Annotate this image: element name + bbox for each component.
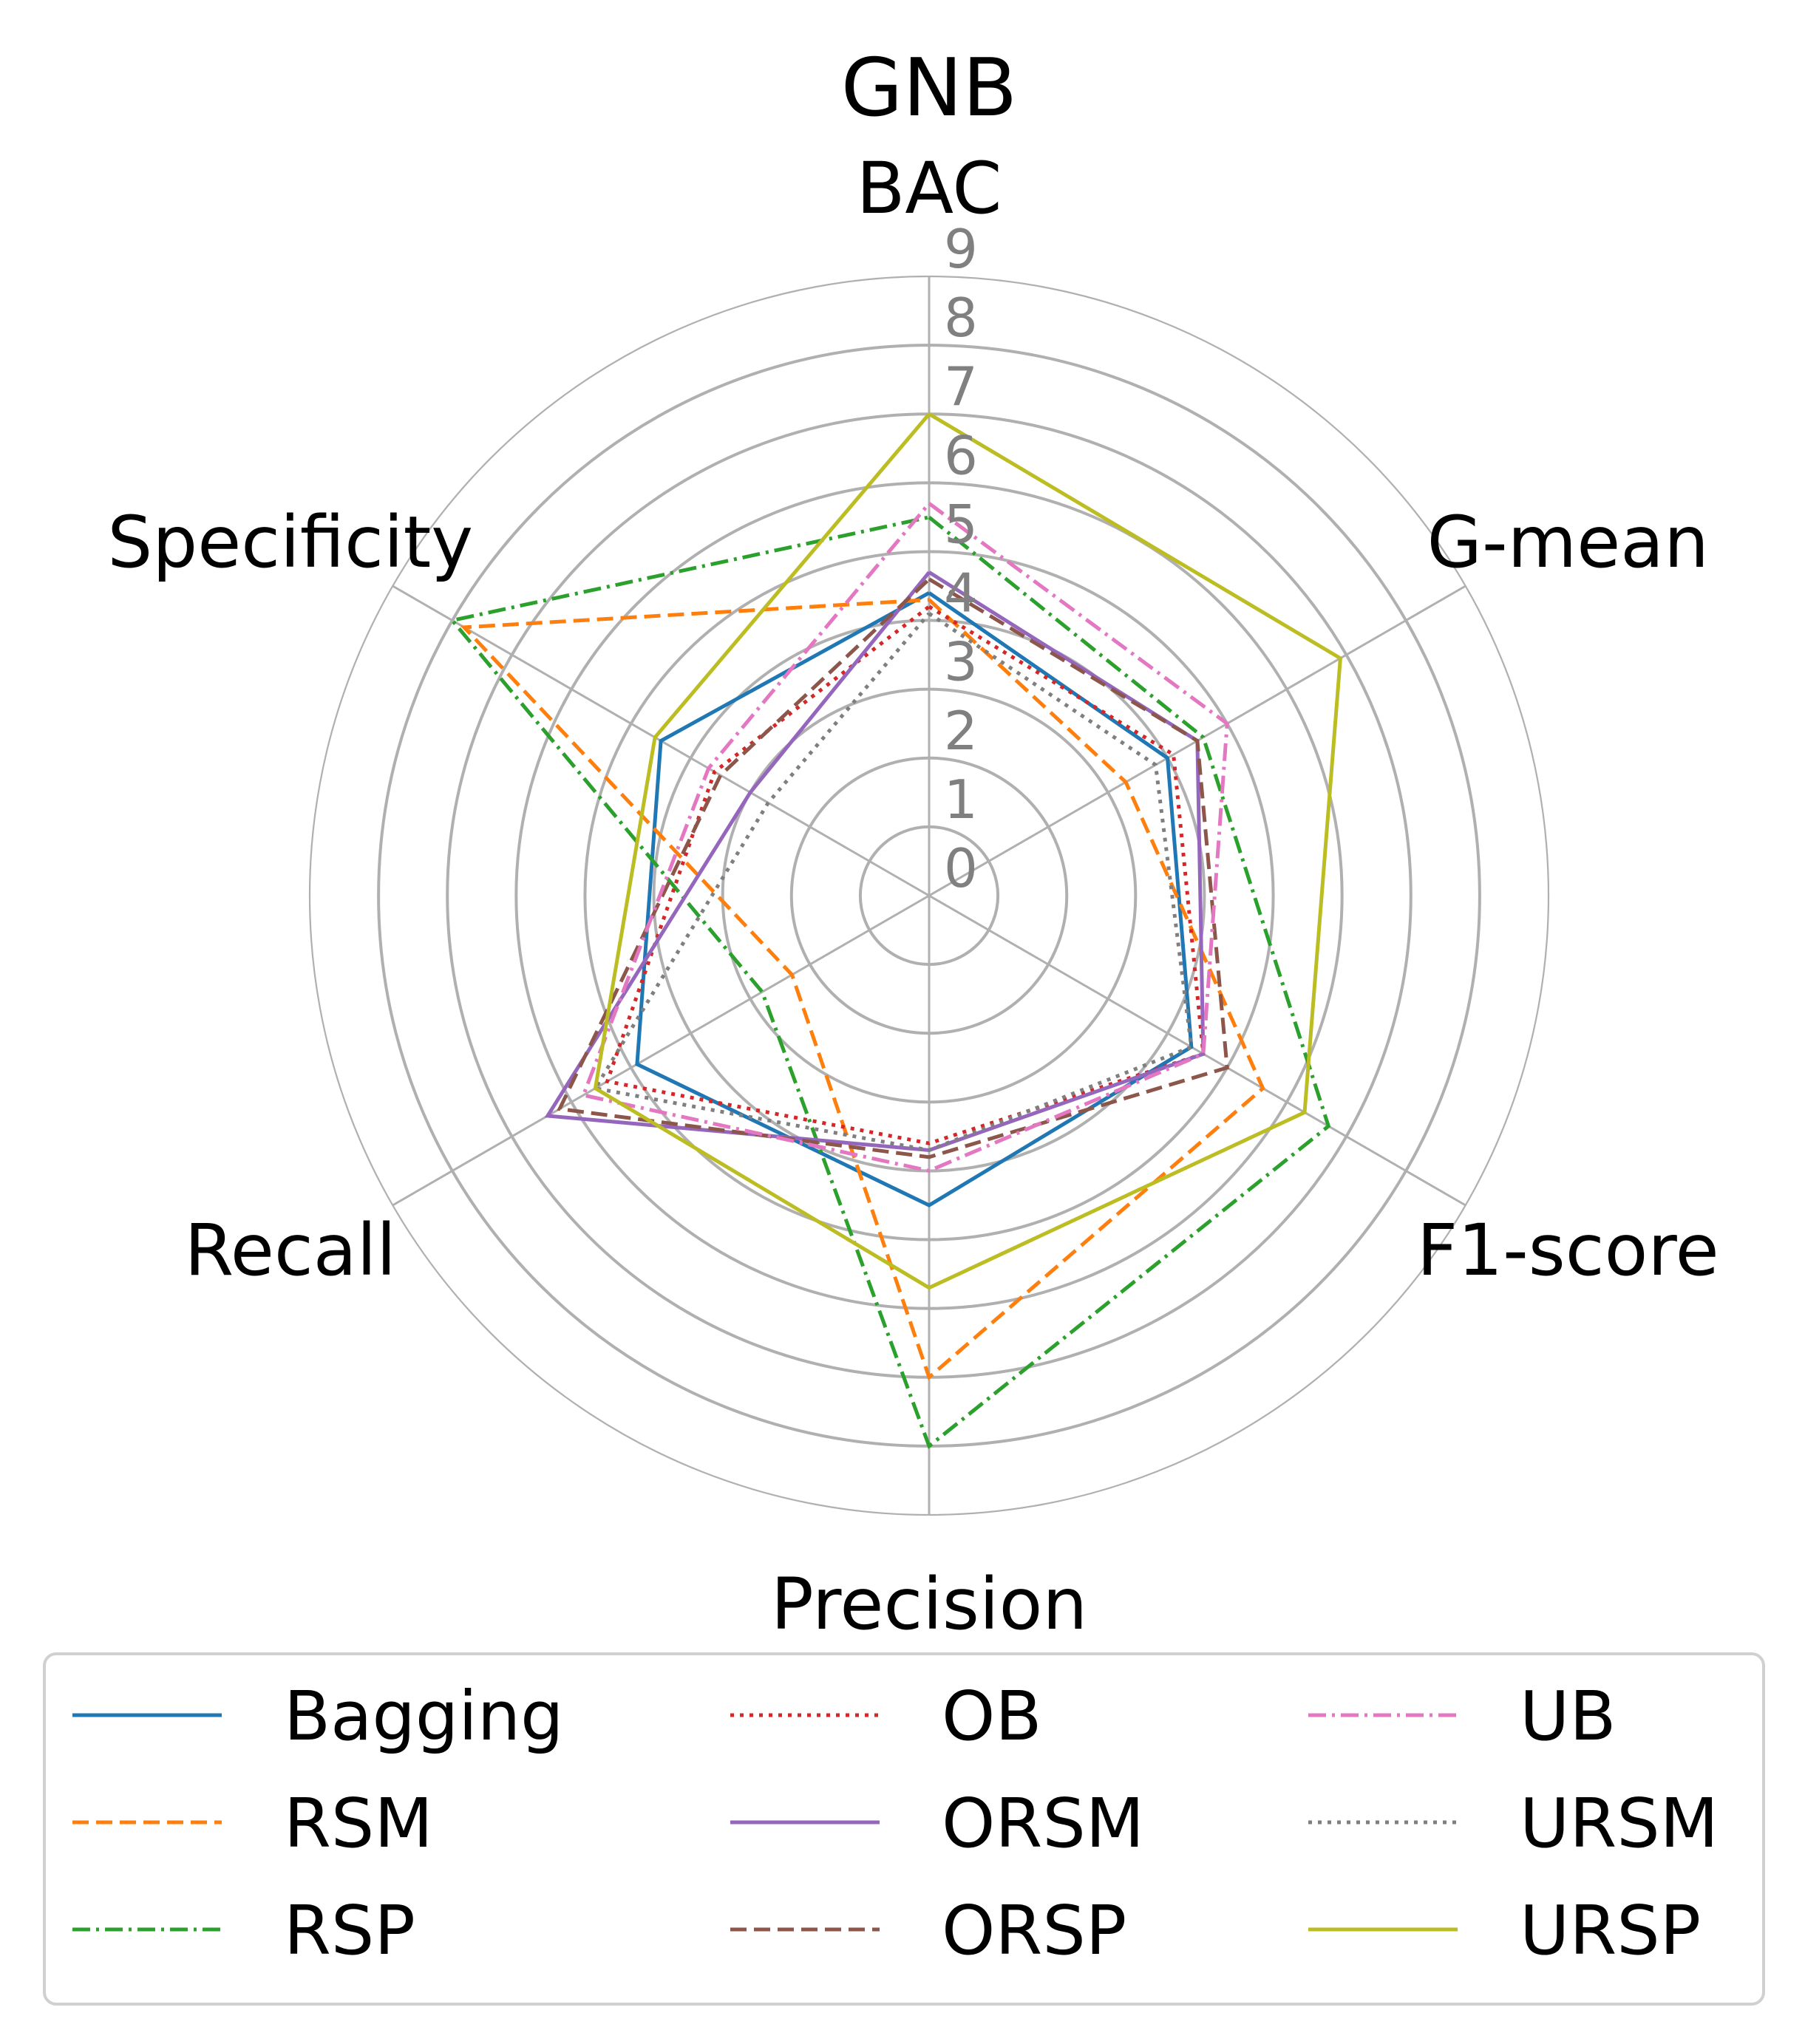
radar-grid	[308, 275, 1550, 1516]
radial-tick-label: 0	[944, 837, 978, 899]
radial-tick-label: 4	[944, 562, 978, 624]
series-line-orsp	[557, 577, 1229, 1159]
legend-label-ursp: URSP	[1520, 1891, 1701, 1970]
grid-spoke	[928, 894, 1466, 1207]
axis-label-specificity: Specificity	[107, 501, 473, 584]
series-line-ob	[605, 604, 1206, 1145]
legend-label-ub: UB	[1520, 1677, 1616, 1756]
series-line-rsm	[460, 598, 1265, 1381]
chart-title: GNB	[841, 42, 1018, 134]
axis-label-f1-score: F1-score	[1417, 1209, 1719, 1292]
radial-tick-label: 1	[944, 769, 978, 831]
legend-frame	[43, 1652, 1765, 2006]
legend-label-rsm: RSM	[284, 1784, 433, 1863]
axis-labels: BAC G-mean F1-score Precision Recall Specific…	[107, 147, 1719, 1646]
series-line-rsp	[449, 515, 1331, 1450]
legend-label-orsp: ORSP	[942, 1891, 1126, 1970]
legend-label-ob: OB	[942, 1677, 1042, 1756]
radial-tick-label: 6	[944, 424, 978, 486]
radial-tick-label: 3	[944, 631, 978, 693]
series-line-ub	[580, 502, 1229, 1173]
legend: Bagging RSM RSP OB ORSM ORSP UB URSM URSP	[43, 1652, 1765, 2006]
radial-tick-label: 5	[944, 493, 978, 555]
axis-label-precision: Precision	[771, 1563, 1087, 1646]
series-line-orsm	[544, 570, 1206, 1153]
radial-tick-label: 9	[944, 218, 978, 280]
axis-label-bac: BAC	[857, 147, 1002, 230]
axis-label-g-mean: G-mean	[1427, 501, 1709, 584]
series-line-bagging	[635, 591, 1194, 1207]
legend-label-rsp: RSP	[284, 1891, 415, 1970]
series-line-ursm	[592, 612, 1194, 1153]
series-lines	[449, 412, 1343, 1450]
legend-label-orsm: ORSM	[942, 1784, 1144, 1863]
radial-tick-label: 2	[944, 700, 978, 762]
radial-tick-label: 8	[944, 287, 978, 349]
radial-tick-label: 7	[944, 355, 978, 418]
grid-spoke	[392, 894, 930, 1207]
radial-tick-labels: 01 2 3 4 5 678 9	[944, 218, 978, 899]
series-line-ursp	[593, 412, 1343, 1290]
legend-label-bagging: Bagging	[284, 1677, 564, 1756]
axis-label-recall: Recall	[185, 1209, 396, 1292]
legend-label-ursm: URSM	[1520, 1784, 1719, 1863]
